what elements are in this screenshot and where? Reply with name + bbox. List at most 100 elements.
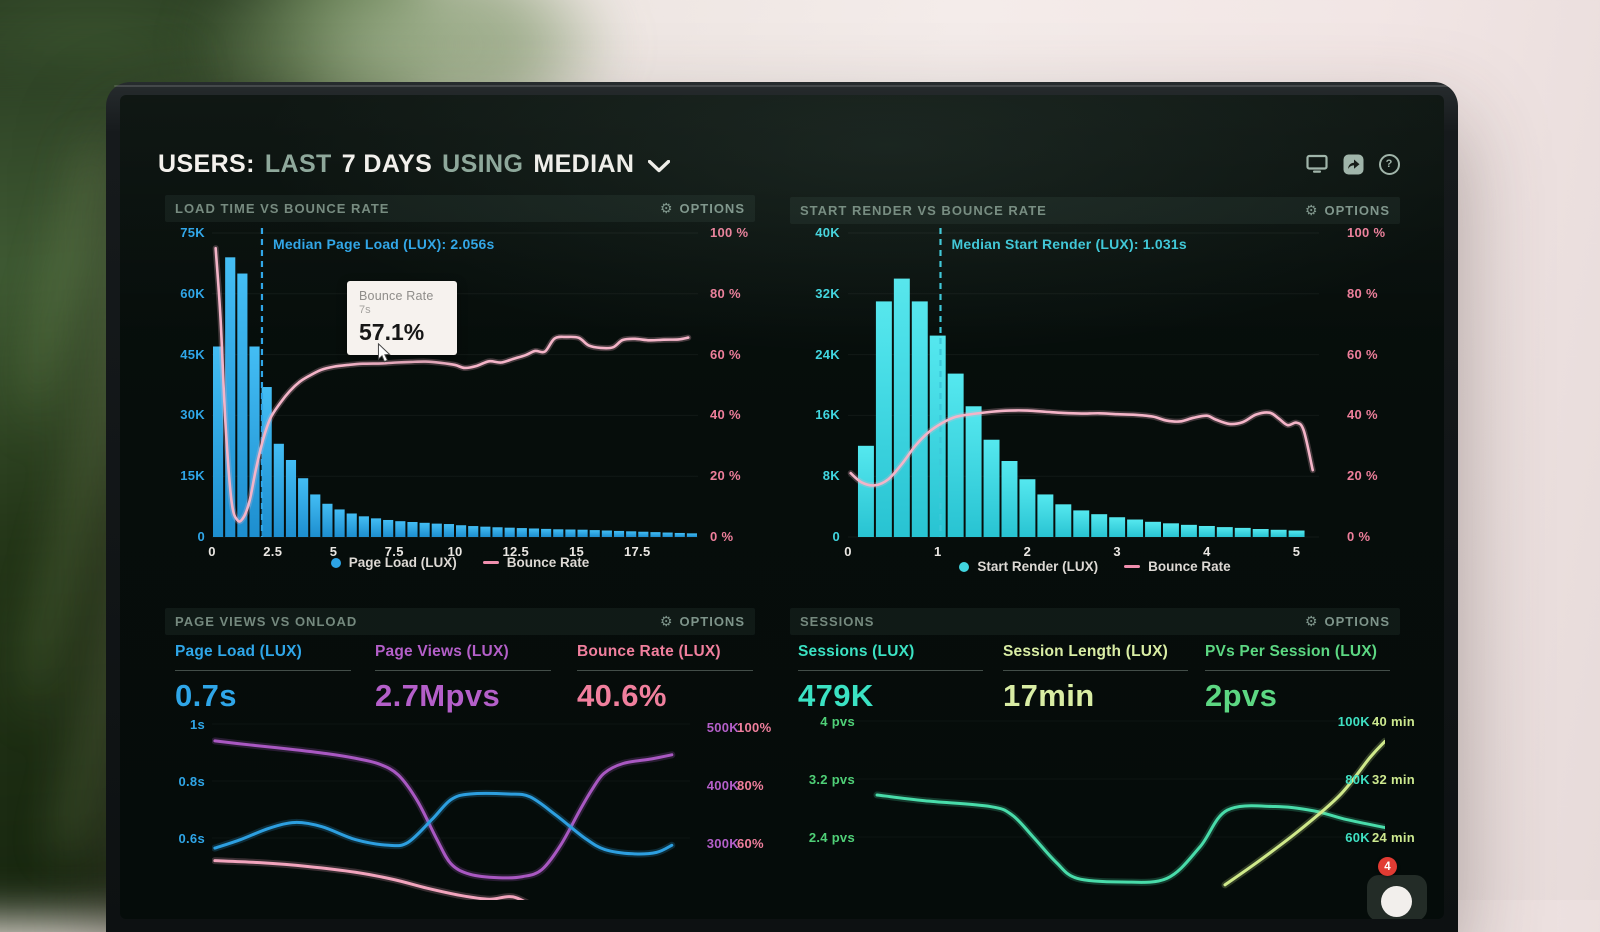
bar[interactable] xyxy=(419,522,430,537)
bar[interactable] xyxy=(1055,504,1072,537)
help-icon[interactable]: ? xyxy=(1378,153,1400,175)
bar[interactable] xyxy=(1198,525,1215,537)
line-bounce-rate-lux-[interactable] xyxy=(213,859,537,900)
bar[interactable] xyxy=(1073,510,1090,537)
bar[interactable] xyxy=(1252,529,1269,537)
bar[interactable] xyxy=(1145,521,1161,537)
legend-item[interactable]: Bounce Rate xyxy=(482,555,589,570)
bar[interactable] xyxy=(662,532,673,537)
bar[interactable] xyxy=(273,443,284,537)
axis-tick-label: 3.2 pvs xyxy=(808,772,855,787)
axis-tick-label: 60 % xyxy=(1347,346,1378,362)
bar[interactable] xyxy=(1019,479,1036,537)
bar[interactable] xyxy=(553,529,564,537)
bar[interactable] xyxy=(1001,461,1018,537)
bar[interactable] xyxy=(1234,527,1251,537)
bar[interactable] xyxy=(601,530,612,537)
bar[interactable] xyxy=(528,528,540,537)
line-Bounce Rate[interactable] xyxy=(849,409,1315,487)
bar[interactable] xyxy=(626,531,637,537)
bar[interactable] xyxy=(334,509,345,537)
bar[interactable] xyxy=(1163,523,1179,537)
bar[interactable] xyxy=(395,521,406,537)
bar[interactable] xyxy=(911,301,928,537)
options-button[interactable]: ⚙ OPTIONS xyxy=(660,195,745,222)
axis-tick-label: 0 xyxy=(197,529,205,544)
bar[interactable] xyxy=(504,527,515,537)
bar[interactable] xyxy=(310,494,321,537)
bar[interactable] xyxy=(431,523,442,537)
bar[interactable] xyxy=(650,532,661,537)
bar[interactable] xyxy=(456,525,467,537)
bar[interactable] xyxy=(541,528,552,537)
bar[interactable] xyxy=(1109,517,1126,537)
options-button[interactable]: ⚙ OPTIONS xyxy=(1305,197,1390,224)
bar[interactable] xyxy=(1037,494,1054,537)
bar[interactable] xyxy=(1091,514,1108,537)
bar[interactable] xyxy=(370,518,382,537)
line-page-views-lux-[interactable] xyxy=(213,739,674,880)
bar[interactable] xyxy=(1180,524,1197,537)
bar[interactable] xyxy=(929,335,946,537)
line-session-length-lux-[interactable] xyxy=(1223,739,1385,887)
bar[interactable] xyxy=(480,526,491,537)
legend-item[interactable]: Start Render (LUX) xyxy=(959,559,1098,574)
bar[interactable] xyxy=(613,530,625,537)
bar[interactable] xyxy=(577,529,588,537)
bar[interactable] xyxy=(249,346,260,537)
bar[interactable] xyxy=(674,532,685,537)
bar[interactable] xyxy=(947,373,964,537)
bar[interactable] xyxy=(213,346,224,537)
axis-tick-label: 45K xyxy=(180,346,205,362)
bar[interactable] xyxy=(407,522,418,537)
bar[interactable] xyxy=(298,478,309,537)
bar[interactable] xyxy=(261,387,272,537)
start-render-chart[interactable] xyxy=(790,197,1400,541)
display-icon[interactable] xyxy=(1306,153,1328,175)
chat-widget-button[interactable] xyxy=(1367,875,1427,919)
bar[interactable] xyxy=(965,406,982,537)
line-Bounce Rate[interactable] xyxy=(214,246,690,523)
bar[interactable] xyxy=(875,301,892,537)
bar[interactable] xyxy=(983,439,1000,537)
bar[interactable] xyxy=(468,526,479,537)
bar[interactable] xyxy=(565,529,576,537)
bar[interactable] xyxy=(285,459,297,537)
bar[interactable] xyxy=(443,524,454,537)
bar[interactable] xyxy=(1127,519,1144,537)
users-median-dropdown[interactable]: USERS: LAST 7 DAYS USING MEDIAN xyxy=(158,148,671,180)
bar[interactable] xyxy=(358,516,369,537)
bar[interactable] xyxy=(346,513,357,537)
options-button[interactable]: ⚙ OPTIONS xyxy=(660,608,745,635)
bar[interactable] xyxy=(516,528,527,537)
metric-underline xyxy=(175,670,351,671)
page-views-chart[interactable] xyxy=(212,708,690,900)
bar[interactable] xyxy=(237,273,248,537)
load-time-chart[interactable] xyxy=(165,195,755,541)
metric-label: PVs Per Session (LUX) xyxy=(1205,643,1378,660)
legend-item[interactable]: Bounce Rate xyxy=(1124,559,1231,574)
bar[interactable] xyxy=(857,445,874,537)
options-button[interactable]: ⚙ OPTIONS xyxy=(1305,608,1390,635)
line-pvs-per-session-lux-[interactable] xyxy=(875,793,1385,884)
metric-value: 2.7Mpvs xyxy=(375,678,501,713)
bar[interactable] xyxy=(638,531,649,537)
bar[interactable] xyxy=(383,519,394,537)
line-page-load-lux-[interactable] xyxy=(213,791,674,856)
bar[interactable] xyxy=(225,257,236,537)
bar[interactable] xyxy=(893,278,910,537)
bar[interactable] xyxy=(1216,527,1233,537)
sessions-chart[interactable] xyxy=(837,708,1385,900)
axis-tick-label: 300K xyxy=(706,836,739,851)
bar[interactable] xyxy=(589,530,600,537)
bar[interactable] xyxy=(1288,530,1305,537)
share-icon[interactable] xyxy=(1342,153,1364,175)
legend-item[interactable]: Page Load (LUX) xyxy=(330,555,457,570)
bar[interactable] xyxy=(686,533,697,537)
bar[interactable] xyxy=(1270,529,1287,537)
bar[interactable] xyxy=(322,503,333,537)
bar[interactable] xyxy=(492,527,503,537)
notification-badge[interactable]: 4 xyxy=(1378,857,1397,876)
gridlines xyxy=(212,232,698,538)
axis-tick-label: 5 xyxy=(329,544,338,559)
